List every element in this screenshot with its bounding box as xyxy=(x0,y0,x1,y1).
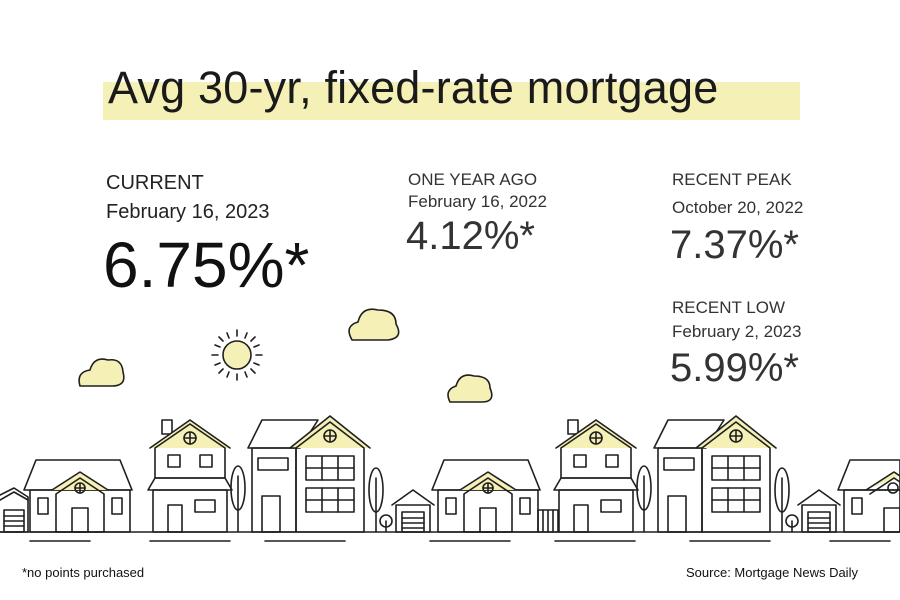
garage-icon xyxy=(0,487,29,533)
recent-peak-date: October 20, 2022 xyxy=(672,198,804,217)
page-title: Avg 30-yr, fixed-rate mortgage xyxy=(108,62,719,113)
bush-icon xyxy=(785,514,799,533)
one-year-ago-label: ONE YEAR AGO xyxy=(408,170,538,189)
recent-low-date: February 2, 2023 xyxy=(672,322,802,341)
tree-icon xyxy=(230,465,246,533)
source-credit: Source: Mortgage News Daily xyxy=(686,565,858,580)
garage-icon xyxy=(391,489,435,533)
title-block: Avg 30-yr, fixed-rate mortgage xyxy=(103,62,800,120)
one-year-ago-date: February 16, 2022 xyxy=(408,192,547,211)
current-rate: 6.75%* xyxy=(103,229,310,301)
recent-peak-rate: 7.37%* xyxy=(670,223,799,267)
tree-icon xyxy=(774,467,790,533)
recent-low-label: RECENT LOW xyxy=(672,298,786,317)
bush-icon xyxy=(379,514,393,533)
recent-peak-label: RECENT PEAK xyxy=(672,170,792,189)
one-year-ago-rate: 4.12%* xyxy=(406,214,535,258)
footnote: *no points purchased xyxy=(22,565,145,580)
house-icon xyxy=(431,459,541,533)
sun-icon xyxy=(211,329,263,381)
current-date: February 16, 2023 xyxy=(106,201,270,223)
house-icon xyxy=(553,419,639,533)
house-icon xyxy=(653,415,777,533)
title-highlight xyxy=(103,82,800,120)
recent-low-rate: 5.99%* xyxy=(670,346,799,390)
fence-icon xyxy=(537,509,559,533)
cloud-icon xyxy=(348,308,400,341)
cloud-icon xyxy=(447,374,493,403)
tree-icon xyxy=(368,467,384,533)
house-icon xyxy=(147,419,233,533)
garage-icon xyxy=(797,489,841,533)
house-icon xyxy=(837,459,900,533)
house-icon xyxy=(247,415,371,533)
current-label: CURRENT xyxy=(106,172,204,194)
cloud-icon xyxy=(78,358,125,387)
tree-icon xyxy=(636,465,652,533)
house-icon xyxy=(23,459,133,533)
